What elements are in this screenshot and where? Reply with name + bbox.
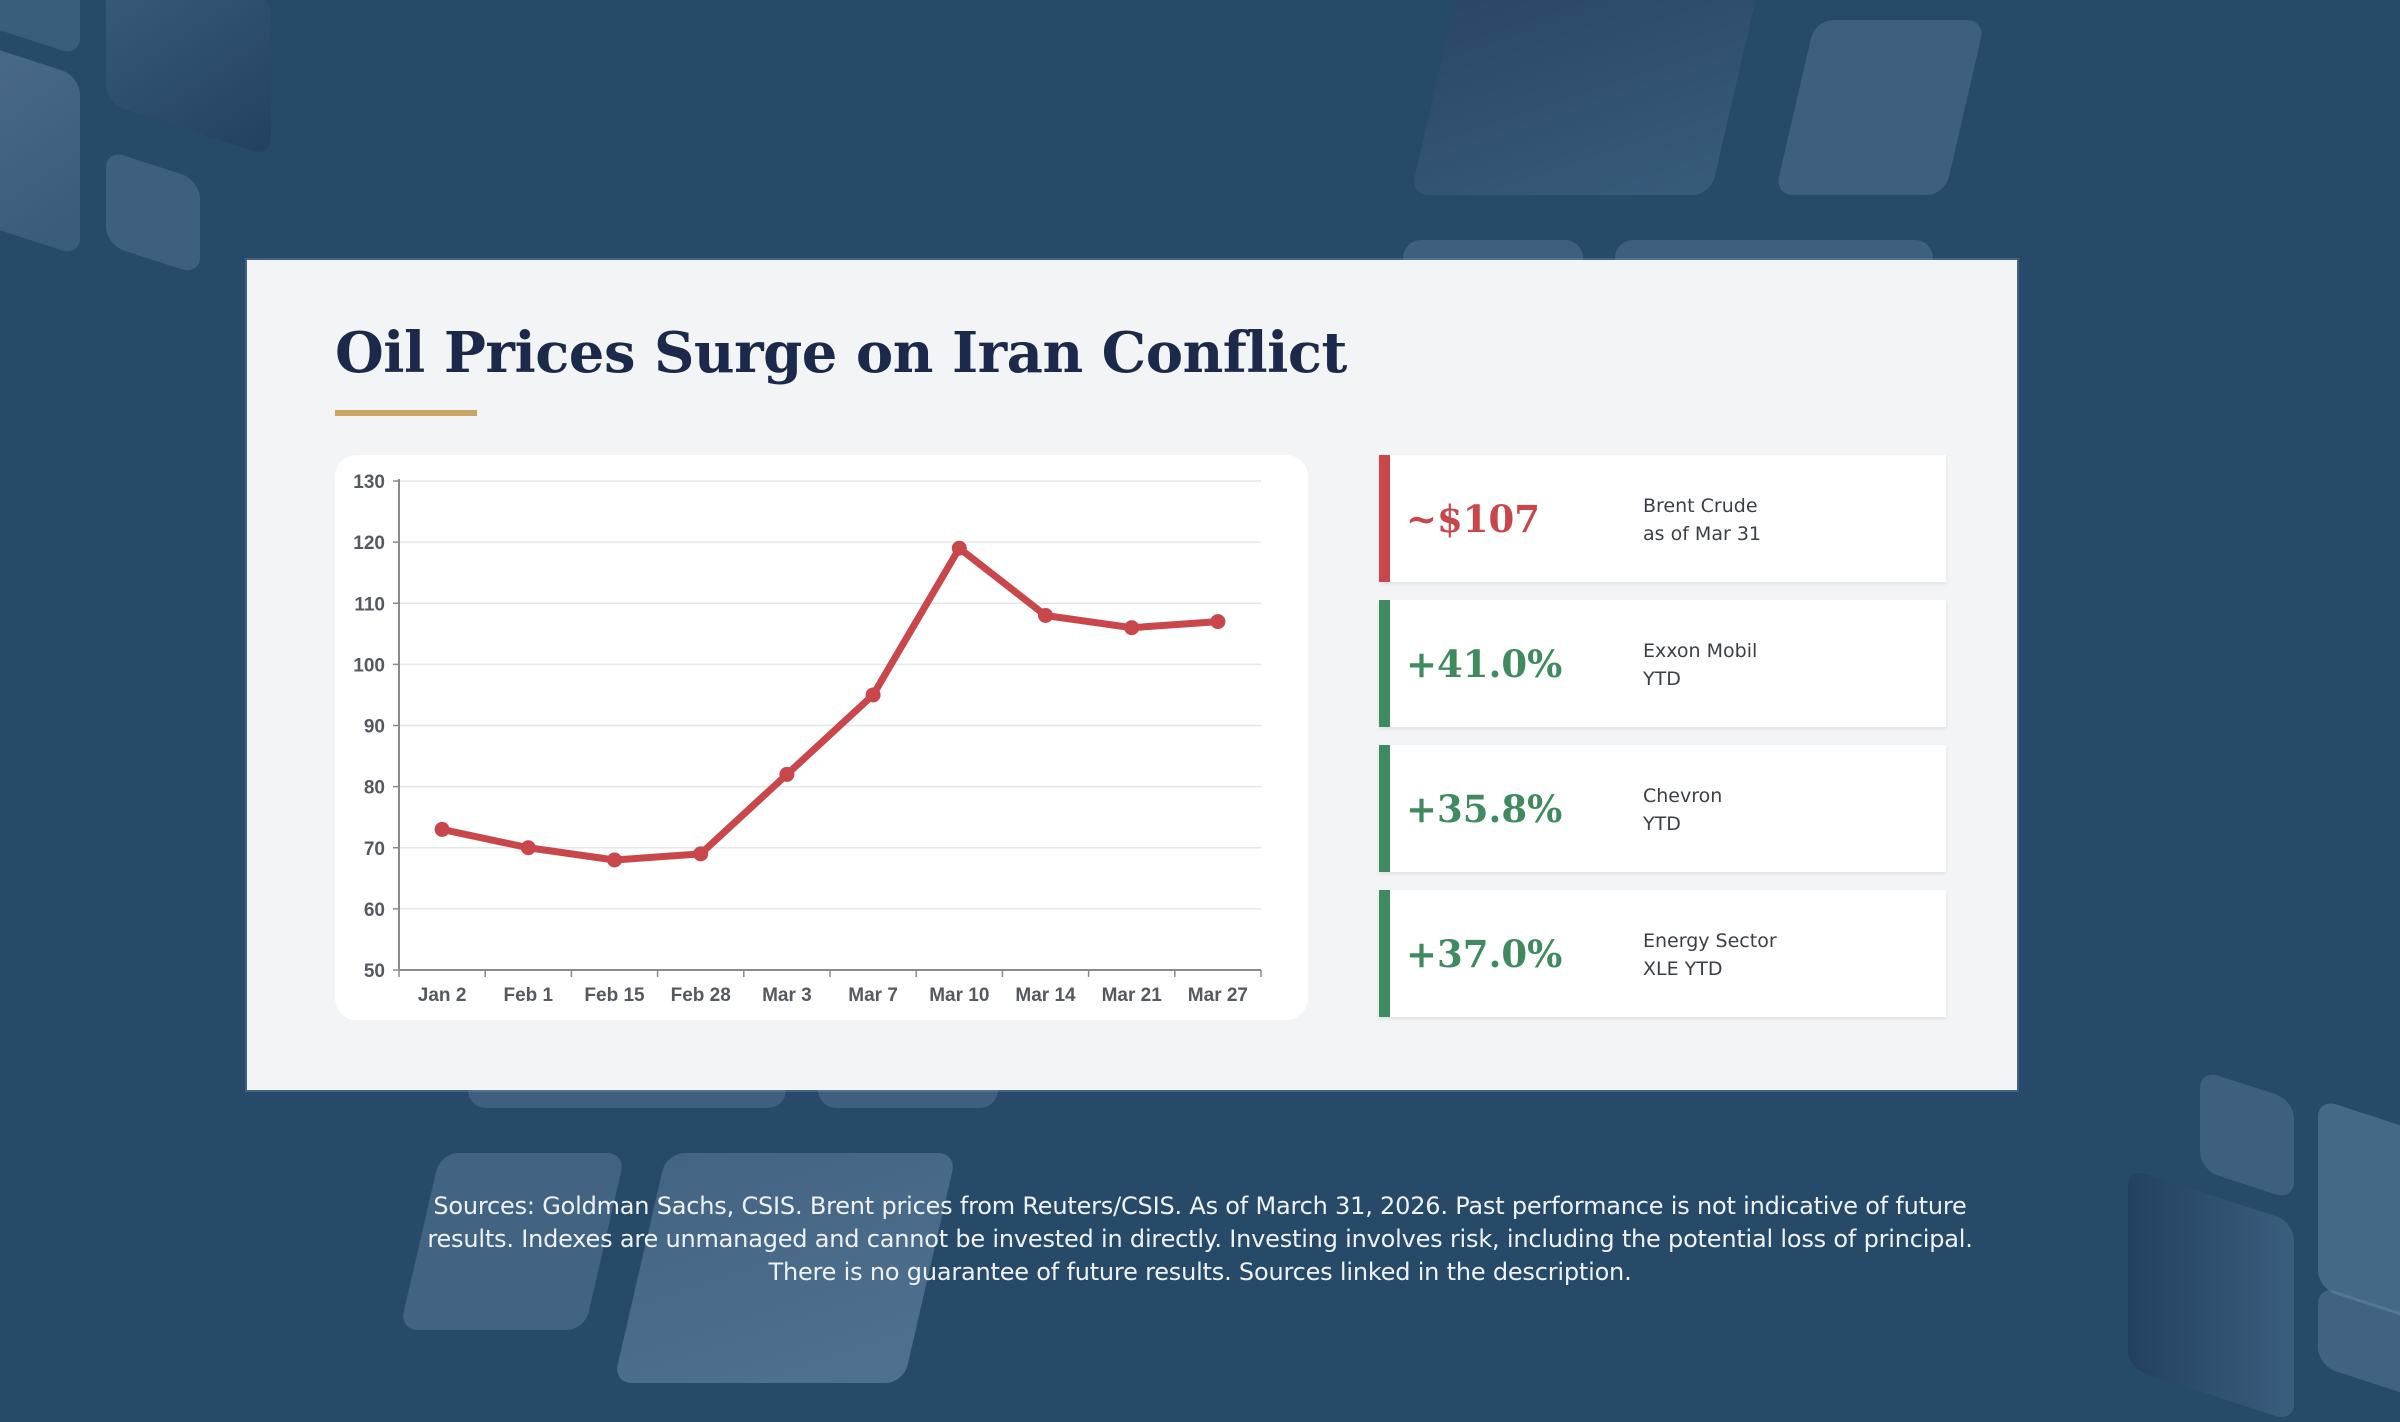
data-point xyxy=(865,687,881,703)
series-line xyxy=(438,544,1222,864)
data-point xyxy=(779,766,795,782)
y-tick-label: 70 xyxy=(364,839,385,860)
stat-card-exxon: +41.0% Exxon Mobil YTD xyxy=(1379,600,1946,727)
background-decoration xyxy=(2200,1069,2294,1201)
chart-axes xyxy=(393,479,1262,977)
chart-card: 50 60 70 80 90 100 110 120 130 Jan 2 Feb 1 Feb 15 F… xyxy=(335,455,1308,1020)
x-tick-label: Mar 10 xyxy=(929,985,989,1006)
stat-label-line1: Exxon Mobil xyxy=(1643,640,1758,662)
data-point xyxy=(1038,607,1053,623)
chart-series xyxy=(434,540,1226,868)
x-tick-label: Mar 27 xyxy=(1188,985,1248,1006)
background-decoration xyxy=(106,149,200,276)
x-tick-label: Feb 15 xyxy=(584,985,645,1006)
background-decoration xyxy=(2128,1168,2294,1422)
background-decoration xyxy=(1410,0,1770,195)
x-tick-label: Mar 14 xyxy=(1015,985,1076,1006)
data-point xyxy=(607,852,622,868)
y-tick-label: 130 xyxy=(353,472,385,493)
disclaimer-footer: Sources: Goldman Sachs, CSIS. Brent pric… xyxy=(370,1190,2030,1289)
background-decoration xyxy=(0,43,80,257)
disclaimer-line: There is no guarantee of future results.… xyxy=(768,1258,1632,1286)
stat-value: +35.8% xyxy=(1406,786,1563,831)
title-underline xyxy=(335,410,477,416)
stat-label-line1: Chevron xyxy=(1643,785,1723,807)
x-tick-label: Feb 28 xyxy=(671,985,731,1006)
x-tick-label: Mar 21 xyxy=(1102,985,1163,1006)
y-tick-label: 100 xyxy=(353,655,385,676)
data-point xyxy=(520,840,536,856)
stat-label-line2: YTD xyxy=(1643,813,1681,835)
stat-value: +37.0% xyxy=(1406,931,1563,976)
stat-label-line2: XLE YTD xyxy=(1643,958,1723,980)
slide-title: Oil Prices Surge on Iran Conflict xyxy=(335,320,1347,386)
stat-label: Chevron YTD xyxy=(1643,782,1722,838)
y-tick-labels: 50 60 70 80 90 100 110 120 130 xyxy=(353,472,385,982)
x-tick-label: Jan 2 xyxy=(418,985,467,1006)
y-tick-label: 80 xyxy=(364,778,385,799)
data-point xyxy=(1210,614,1226,630)
stat-accent-bar xyxy=(1379,600,1390,727)
x-tick-label: Mar 7 xyxy=(848,985,898,1006)
background-decoration xyxy=(106,0,271,157)
disclaimer-line: Sources: Goldman Sachs, CSIS. Brent pric… xyxy=(433,1192,1967,1220)
slide-panel: Oil Prices Surge on Iran Conflict 50 60 70… xyxy=(247,260,2017,1090)
stat-value: +41.0% xyxy=(1406,641,1563,686)
stat-label-line2: YTD xyxy=(1643,668,1681,690)
y-tick-label: 50 xyxy=(364,961,385,982)
y-tick-label: 60 xyxy=(364,900,385,921)
background-decoration xyxy=(1774,20,1986,195)
stat-label-line1: Brent Crude xyxy=(1643,495,1758,517)
stat-accent-bar xyxy=(1379,745,1390,872)
price-line-chart: 50 60 70 80 90 100 110 120 130 Jan 2 Feb 1 Feb 15 F… xyxy=(353,472,1262,1006)
stat-label: Exxon Mobil YTD xyxy=(1643,637,1757,693)
y-tick-label: 110 xyxy=(354,594,385,615)
x-tick-label: Feb 1 xyxy=(503,985,553,1006)
data-point xyxy=(693,846,709,862)
stat-accent-bar xyxy=(1379,455,1390,582)
stat-card-energy-sector: +37.0% Energy Sector XLE YTD xyxy=(1379,890,1946,1017)
stat-accent-bar xyxy=(1379,890,1390,1017)
x-tick-labels: Jan 2 Feb 1 Feb 15 Feb 28 Mar 3 Mar 7 Mar 10 Ma… xyxy=(418,985,1248,1006)
stat-label: Brent Crude as of Mar 31 xyxy=(1643,492,1761,548)
disclaimer-line: results. Indexes are unmanaged and canno… xyxy=(427,1225,1973,1253)
stat-label: Energy Sector XLE YTD xyxy=(1643,927,1777,983)
data-point xyxy=(434,821,450,837)
x-tick-label: Mar 3 xyxy=(762,985,812,1006)
stat-value: ~$107 xyxy=(1406,496,1540,541)
data-point xyxy=(1124,620,1140,636)
y-tick-label: 120 xyxy=(353,533,385,554)
stat-card-chevron: +35.8% Chevron YTD xyxy=(1379,745,1946,872)
data-point xyxy=(951,540,967,556)
stat-card-brent: ~$107 Brent Crude as of Mar 31 xyxy=(1379,455,1946,582)
y-tick-label: 90 xyxy=(364,717,385,738)
stat-label-line1: Energy Sector xyxy=(1643,930,1777,952)
background-decoration xyxy=(0,0,80,57)
stat-label-line2: as of Mar 31 xyxy=(1643,523,1761,545)
